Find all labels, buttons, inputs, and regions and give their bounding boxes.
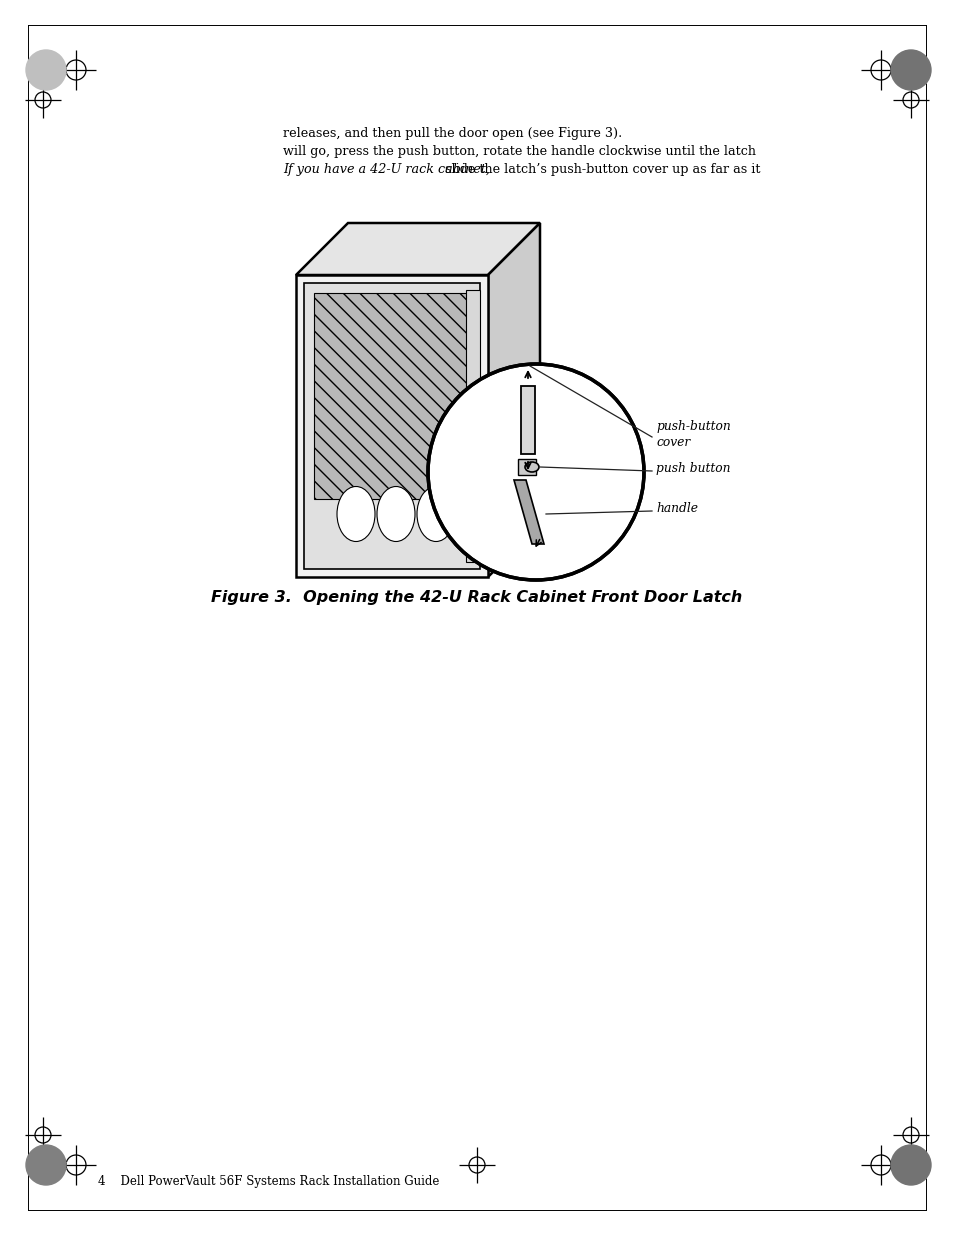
- Ellipse shape: [524, 462, 538, 472]
- Bar: [465, 290, 479, 562]
- Circle shape: [26, 49, 66, 90]
- Polygon shape: [433, 457, 473, 487]
- Ellipse shape: [336, 487, 375, 541]
- Ellipse shape: [376, 487, 415, 541]
- Bar: [304, 283, 479, 569]
- Circle shape: [890, 49, 930, 90]
- Ellipse shape: [416, 487, 455, 541]
- Polygon shape: [488, 224, 539, 577]
- Text: push button: push button: [656, 462, 730, 475]
- Bar: [517, 459, 536, 475]
- Text: Figure 3.  Opening the 42-U Rack Cabinet Front Door Latch: Figure 3. Opening the 42-U Rack Cabinet …: [212, 590, 741, 605]
- Circle shape: [890, 1145, 930, 1186]
- Bar: [314, 293, 470, 499]
- Polygon shape: [514, 480, 543, 543]
- Bar: [295, 275, 488, 577]
- Text: will go, press the push button, rotate the handle clockwise until the latch: will go, press the push button, rotate t…: [283, 144, 755, 158]
- Circle shape: [428, 364, 643, 580]
- Text: handle: handle: [656, 501, 698, 515]
- Text: cover: cover: [656, 436, 690, 450]
- Text: slide the latch’s push-button cover up as far as it: slide the latch’s push-button cover up a…: [441, 163, 760, 177]
- Circle shape: [26, 1145, 66, 1186]
- Polygon shape: [295, 224, 539, 275]
- Text: 4    Dell PowerVault 56F Systems Rack Installation Guide: 4 Dell PowerVault 56F Systems Rack Insta…: [98, 1174, 439, 1188]
- Bar: [520, 387, 535, 454]
- Text: releases, and then pull the door open (see Figure 3).: releases, and then pull the door open (s…: [283, 127, 621, 140]
- Text: push-button: push-button: [656, 420, 730, 433]
- Text: If you have a 42-U rack cabinet,: If you have a 42-U rack cabinet,: [283, 163, 489, 177]
